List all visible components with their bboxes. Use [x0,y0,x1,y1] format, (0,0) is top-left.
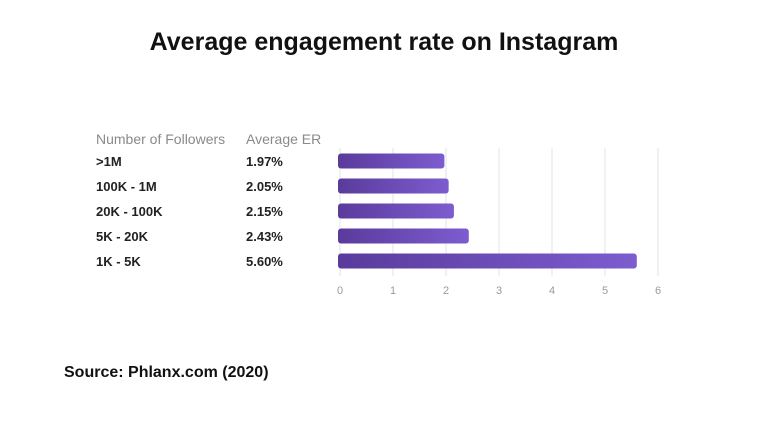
value-label: 2.05% [246,179,283,194]
x-tick-label: 5 [602,285,608,297]
category-label: 5K - 20K [96,229,149,244]
value-label: 5.60% [246,254,283,269]
x-tick-label: 0 [337,285,343,297]
x-tick-label: 6 [655,285,661,297]
x-tick-label: 2 [443,285,449,297]
source-note: Source: Phlanx.com (2020) [64,364,269,381]
category-label: 20K - 100K [96,204,163,219]
value-label: 2.15% [246,204,283,219]
category-label: 100K - 1M [96,179,157,194]
bar [338,228,469,244]
x-tick-label: 3 [496,285,502,297]
bar [338,203,454,219]
category-label: 1K - 5K [96,254,141,269]
value-label: 2.43% [246,229,283,244]
bar [338,153,445,169]
bar [338,178,449,194]
bar [338,253,637,269]
x-tick-label: 4 [549,285,555,297]
header-average-er: Average ER [246,131,321,147]
chart-title: Average engagement rate on Instagram [149,28,619,56]
category-label: >1M [96,154,122,169]
header-followers: Number of Followers [96,131,225,147]
x-tick-label: 1 [390,285,396,297]
value-label: 1.97% [246,154,283,169]
